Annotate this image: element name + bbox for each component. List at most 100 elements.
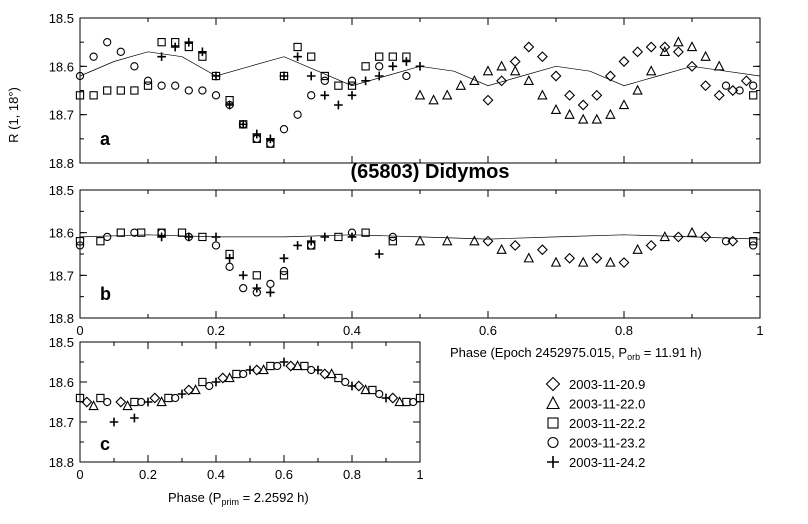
data-point bbox=[143, 81, 153, 90]
series-circle bbox=[75, 38, 758, 148]
panel-a: 18.5 18.6 18.7 18.8 a bbox=[49, 11, 761, 171]
data-point bbox=[293, 42, 302, 52]
data-point bbox=[184, 86, 193, 95]
data-point bbox=[591, 252, 603, 264]
data-point bbox=[632, 46, 644, 58]
data-point bbox=[211, 241, 221, 250]
plot-frame bbox=[79, 189, 761, 319]
data-point bbox=[266, 279, 275, 289]
y-axis-label: R (1, 18°) bbox=[6, 87, 21, 143]
data-point bbox=[341, 377, 350, 387]
data-point bbox=[130, 86, 139, 95]
data-point bbox=[375, 62, 384, 71]
data-point bbox=[605, 256, 616, 267]
data-point bbox=[115, 396, 127, 408]
data-point bbox=[375, 389, 384, 399]
data-point bbox=[156, 396, 167, 407]
data-point bbox=[414, 235, 426, 246]
data-point bbox=[469, 235, 480, 246]
data-point bbox=[205, 381, 214, 391]
data-point bbox=[96, 393, 105, 403]
data-point bbox=[190, 384, 201, 395]
data-point bbox=[686, 41, 698, 52]
data-point bbox=[368, 385, 377, 395]
legend-item: 2003-11-24.2 bbox=[547, 455, 645, 470]
data-point bbox=[659, 45, 671, 56]
data-point bbox=[749, 237, 758, 246]
data-point bbox=[164, 393, 173, 403]
series-plus bbox=[157, 37, 425, 144]
data-point bbox=[89, 91, 98, 100]
data-point bbox=[170, 42, 180, 52]
data-point bbox=[184, 232, 194, 242]
data-point bbox=[347, 91, 357, 100]
data-point bbox=[157, 52, 166, 61]
legend-item: 2003-11-23.2 bbox=[547, 436, 645, 451]
data-point bbox=[347, 381, 357, 391]
data-point bbox=[130, 397, 139, 407]
data-point bbox=[749, 241, 758, 250]
y-tick-label: 18.5 bbox=[49, 11, 74, 26]
data-point bbox=[672, 231, 684, 243]
y-tick-label: 18.5 bbox=[49, 335, 74, 350]
data-point bbox=[232, 369, 241, 379]
data-point bbox=[347, 81, 357, 90]
data-point bbox=[320, 91, 330, 100]
data-point bbox=[198, 232, 207, 242]
data-point bbox=[387, 392, 399, 404]
series-diamond bbox=[482, 41, 752, 111]
data-point bbox=[415, 62, 425, 71]
data-point bbox=[347, 232, 357, 242]
data-point bbox=[735, 86, 744, 95]
panel-c: 18.5 18.6 18.7 18.80 0.2 0.4 0.6 0.8 1 c bbox=[49, 335, 425, 482]
x-tick-label: 0.2 bbox=[139, 467, 157, 482]
data-point bbox=[320, 232, 330, 242]
y-tick-label: 18.6 bbox=[49, 375, 74, 390]
data-point bbox=[632, 243, 643, 254]
data-point bbox=[279, 125, 289, 134]
data-point bbox=[103, 38, 112, 47]
data-point bbox=[523, 74, 535, 85]
data-point bbox=[130, 413, 139, 423]
data-point bbox=[130, 62, 139, 71]
data-point bbox=[88, 400, 99, 411]
data-point bbox=[455, 79, 467, 90]
data-point bbox=[374, 71, 384, 81]
data-point bbox=[659, 231, 671, 242]
data-point bbox=[252, 283, 262, 293]
data-point bbox=[523, 252, 535, 263]
data-point bbox=[361, 228, 370, 237]
data-point bbox=[700, 231, 712, 243]
data-point bbox=[116, 228, 125, 237]
data-point bbox=[536, 51, 548, 63]
data-point bbox=[509, 65, 521, 76]
data-point bbox=[279, 271, 289, 280]
data-point bbox=[157, 38, 166, 47]
data-point bbox=[334, 100, 343, 110]
data-point bbox=[388, 232, 397, 242]
data-point bbox=[496, 60, 507, 71]
y-tick-label: 18.7 bbox=[49, 415, 74, 430]
series-square bbox=[75, 228, 758, 280]
series-plus bbox=[109, 357, 391, 427]
data-point bbox=[171, 81, 180, 90]
legend-item: 2003-11-20.9 bbox=[545, 376, 645, 392]
legend-label: 2003-11-22.0 bbox=[569, 397, 645, 412]
data-point bbox=[96, 237, 105, 246]
data-point bbox=[334, 81, 343, 90]
data-point bbox=[713, 89, 725, 101]
data-point bbox=[217, 372, 229, 384]
data-point bbox=[238, 120, 248, 129]
data-point bbox=[686, 60, 698, 72]
data-point bbox=[75, 393, 85, 403]
data-point bbox=[700, 50, 711, 61]
data-point bbox=[279, 71, 289, 81]
data-point bbox=[184, 37, 194, 47]
series-diamond bbox=[482, 231, 739, 268]
data-point bbox=[353, 380, 365, 392]
data-point bbox=[266, 288, 275, 297]
x-axis-label-orbital: Phase (Epoch 2452975.015, Porb = 11.91 h… bbox=[450, 345, 702, 362]
data-point bbox=[198, 86, 207, 95]
data-point bbox=[279, 266, 289, 276]
data-point bbox=[550, 256, 562, 267]
